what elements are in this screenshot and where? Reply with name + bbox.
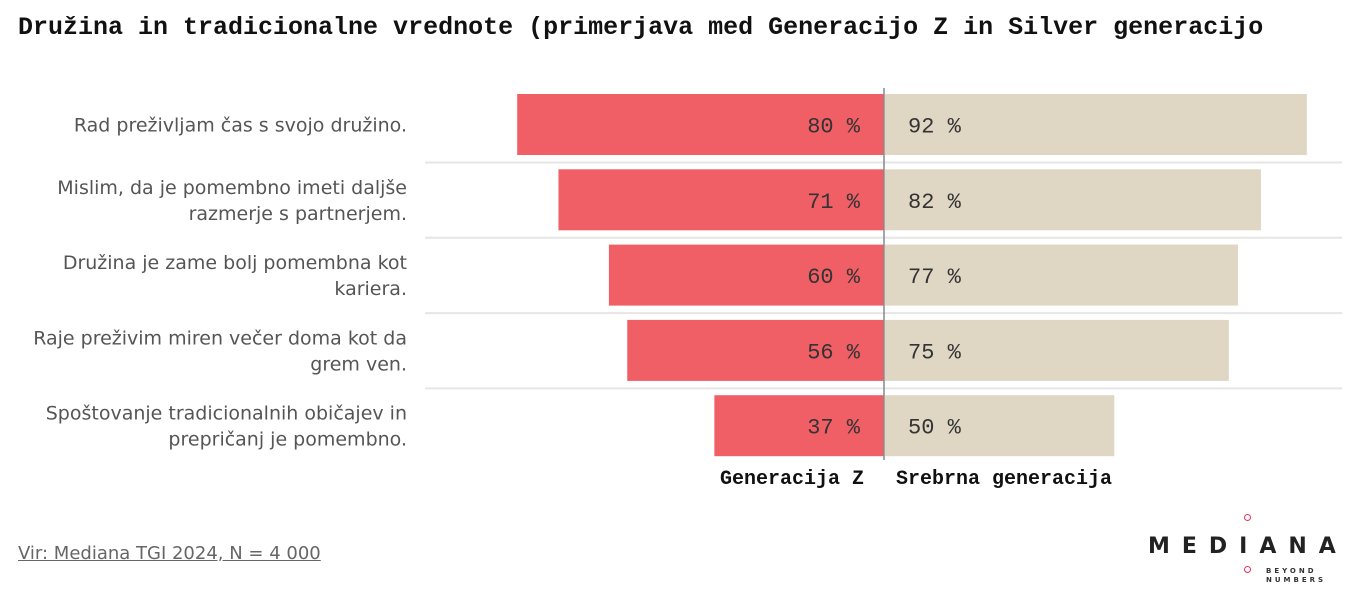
category-label: Raje preživim miren večer doma kot da gre… (33, 327, 407, 375)
series-label-generacija-z: Generacija Z (720, 468, 864, 491)
bar-generacija-z (558, 169, 884, 231)
labels-layer: 80 % 92 % Rad preživljam čas s svojo druži… (33, 115, 1112, 492)
bar-generacija-z (608, 244, 884, 306)
bar-srebrna-generacija (885, 169, 1261, 231)
bar-generacija-z (517, 94, 884, 155)
value-label-generacija-z: 56 % (807, 340, 861, 365)
bar-srebrna-generacija (885, 94, 1307, 155)
value-label-srebrna-generacija: 82 % (908, 190, 962, 215)
bar-srebrna-generacija (885, 244, 1239, 306)
logo-dot-bottom (1244, 566, 1251, 573)
value-label-generacija-z: 60 % (807, 265, 861, 290)
bar-generacija-z (627, 319, 884, 381)
value-label-srebrna-generacija: 77 % (908, 265, 962, 290)
value-label-srebrna-generacija: 50 % (908, 416, 962, 441)
value-label-generacija-z: 71 % (807, 190, 861, 215)
mediana-logo: MEDIANA BEYOND NUMBERS (1140, 510, 1355, 590)
logo-wordmark: MEDIANA (1148, 534, 1348, 559)
value-label-srebrna-generacija: 75 % (908, 340, 962, 365)
series-label-srebrna-generacija: Srebrna generacija (896, 468, 1112, 491)
logo-tagline-line1: BEYOND (1266, 567, 1317, 575)
category-label: Rad preživljam čas s svojo družino. (74, 115, 407, 137)
category-label: Spoštovanje tradicionalnih običajev in pr… (46, 403, 407, 451)
category-label: Družina je zame bolj pomembna kot kariera… (63, 252, 407, 300)
logo-tagline-line2: NUMBERS (1266, 576, 1327, 584)
source-note: Vir: Mediana TGI 2024, N = 4 000 (18, 543, 321, 564)
bar-srebrna-generacija (885, 395, 1115, 457)
logo-tagline: BEYOND NUMBERS (1266, 567, 1346, 585)
value-label-srebrna-generacija: 92 % (908, 115, 962, 140)
bars-layer (425, 88, 1342, 460)
bar-generacija-z (714, 395, 884, 457)
logo-dot-top (1244, 514, 1251, 521)
category-label: Mislim, da je pomembno imeti daljše razme… (57, 177, 407, 225)
chart-title: Družina in tradicionalne vrednote (prime… (18, 13, 1264, 42)
value-label-generacija-z: 80 % (807, 115, 861, 140)
bar-srebrna-generacija (885, 319, 1229, 381)
value-label-generacija-z: 37 % (807, 416, 861, 441)
